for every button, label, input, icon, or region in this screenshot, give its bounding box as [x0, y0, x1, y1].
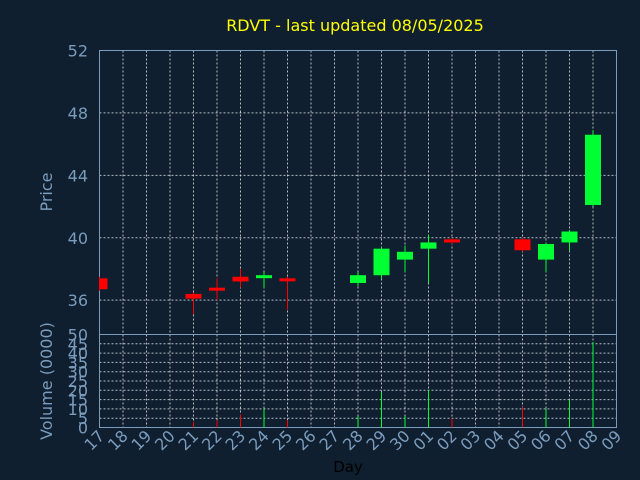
- candle-body: [232, 276, 249, 282]
- candle-body: [561, 231, 578, 243]
- x-axis-label: Day: [333, 458, 363, 476]
- candle-body: [185, 293, 202, 299]
- chart-title: RDVT - last updated 08/05/2025: [226, 16, 484, 35]
- price-y-tick-label: 52: [68, 42, 88, 61]
- volume-y-tick-label: 45: [68, 335, 88, 354]
- price-y-ticks: 52 48 44 40 36: [68, 42, 88, 311]
- volume-y-tick-label: 40: [68, 344, 88, 363]
- x-ticks: 1718192021222324252627282930010203040506…: [80, 426, 625, 454]
- candle-body: [279, 278, 296, 282]
- candles: [99, 130, 601, 315]
- volume-y-tick-label: 25: [68, 372, 88, 391]
- candle-body: [420, 242, 437, 249]
- candle-body: [397, 251, 413, 260]
- candle-body: [350, 275, 366, 284]
- candle-body: [373, 248, 390, 276]
- volume-y-tick-label: 20: [68, 381, 88, 400]
- volume-y-tick-label: 35: [68, 353, 88, 372]
- volume-axis-label: Volume (0000): [37, 322, 56, 440]
- candle-body: [209, 287, 225, 291]
- volume-y-tick-label: 50: [68, 326, 88, 345]
- candle-body: [444, 239, 460, 243]
- price-y-tick-label: 36: [68, 291, 88, 310]
- candle-body: [99, 278, 108, 290]
- price-y-tick-label: 40: [68, 229, 88, 248]
- candle-body: [585, 134, 601, 205]
- volume-bars: [193, 341, 594, 428]
- volume-y-tick-label: 30: [68, 363, 88, 382]
- candle-body: [538, 243, 554, 260]
- volume-y-tick-label: 15: [68, 391, 88, 410]
- price-axis-label: Price: [37, 172, 56, 211]
- volume-y-tick-label: 5: [78, 409, 88, 428]
- price-y-tick-label: 48: [68, 104, 88, 123]
- volume-y-tick-label: 10: [68, 400, 88, 419]
- price-y-tick-label: 44: [68, 166, 88, 185]
- candle-body: [514, 239, 531, 251]
- volume-y-tick-label: 0: [78, 419, 88, 438]
- candle-body: [256, 275, 272, 279]
